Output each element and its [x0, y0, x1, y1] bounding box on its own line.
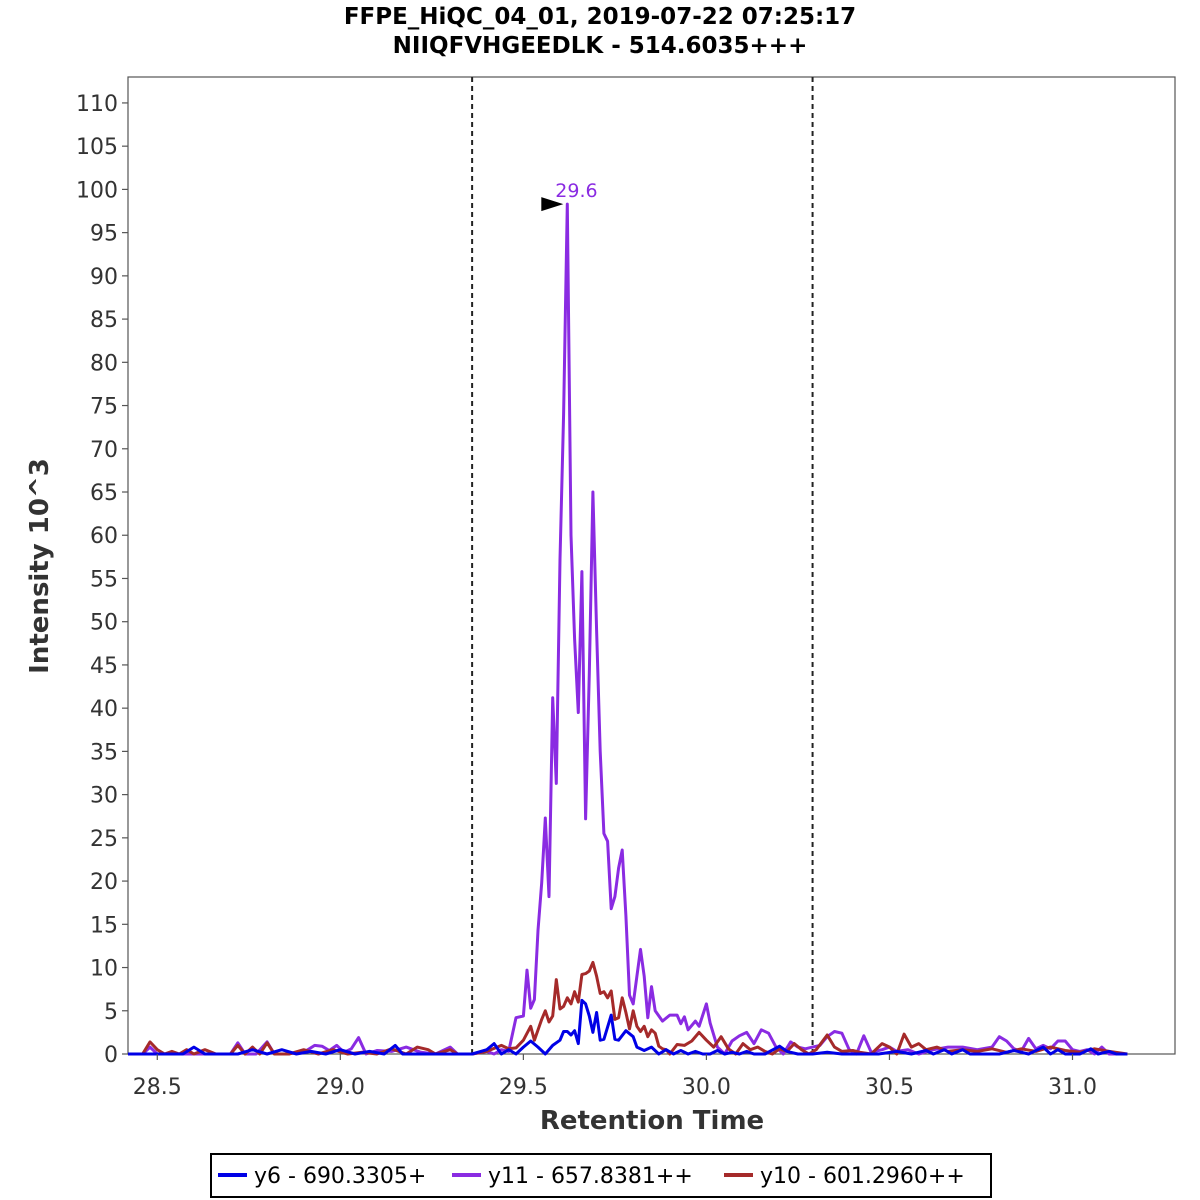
series-layer	[128, 202, 1128, 1056]
y-tick-label: 5	[104, 1000, 118, 1025]
chart-title: FFPE_HiQC_04_01, 2019-07-22 07:25:17	[344, 4, 856, 30]
y-tick-label: 110	[76, 92, 118, 117]
legend-label-y11: y11 - 657.8381++	[488, 1164, 693, 1189]
y-tick-label: 100	[76, 178, 118, 203]
x-tick-label: 29.0	[316, 1075, 365, 1100]
chart-subtitle: NIIQFVHGEEDLK - 514.6035+++	[393, 33, 808, 59]
y-tick-label: 25	[90, 827, 118, 852]
y-tick-label: 35	[90, 740, 118, 765]
peak-label: 29.6	[555, 180, 597, 202]
peak-arrow-icon	[541, 197, 564, 212]
x-tick-label: 30.5	[865, 1075, 914, 1100]
y-tick-label: 95	[90, 222, 118, 247]
series-line-y11	[128, 202, 1128, 1056]
x-tick-label: 28.5	[133, 1075, 182, 1100]
legend-label-y6: y6 - 690.3305+	[254, 1164, 426, 1189]
peak-annotation: 29.6	[541, 180, 598, 212]
x-tick-label: 30.0	[682, 1075, 731, 1100]
x-axis-label: Retention Time	[540, 1106, 764, 1136]
x-tick-label: 31.0	[1048, 1075, 1097, 1100]
x-axis: 28.5 29.0 29.5 30.0 30.5 31.0	[133, 1054, 1097, 1100]
y-tick-label: 10	[90, 957, 118, 982]
y-tick-label: 105	[76, 135, 118, 160]
y-tick-label: 45	[90, 654, 118, 679]
y-tick-label: 20	[90, 870, 118, 895]
y-tick-label: 75	[90, 395, 118, 420]
y-tick-label: 0	[104, 1043, 118, 1068]
peak-boundaries	[471, 77, 814, 1054]
y-tick-label: 55	[90, 567, 118, 592]
legend-box	[210, 1153, 992, 1198]
y-tick-label: 90	[90, 265, 118, 290]
legend-label-y10: y10 - 601.2960++	[760, 1164, 965, 1189]
y-tick-label: 15	[90, 913, 118, 938]
plot-area	[127, 76, 1176, 1055]
y-tick-label: 60	[90, 524, 118, 549]
y-tick-label: 50	[90, 611, 118, 636]
x-tick-label: 29.5	[499, 1075, 548, 1100]
y-tick-label: 65	[90, 481, 118, 506]
y-tick-label: 85	[90, 308, 118, 333]
y-tick-label: 30	[90, 784, 118, 809]
y-tick-label: 70	[90, 438, 118, 463]
y-axis: 0 5 10 15 20 25 30 35 40 45 50 55 60 65 70 75 80 85 90 95 10…	[76, 92, 128, 1068]
series-line-y6	[128, 998, 1128, 1056]
y-axis-label: Intensity 10^3	[25, 458, 55, 674]
y-tick-label: 40	[90, 697, 118, 722]
legend: y6 - 690.3305+ y11 - 657.8381++ y10 - 60…	[210, 1153, 992, 1198]
y-tick-label: 80	[90, 351, 118, 376]
